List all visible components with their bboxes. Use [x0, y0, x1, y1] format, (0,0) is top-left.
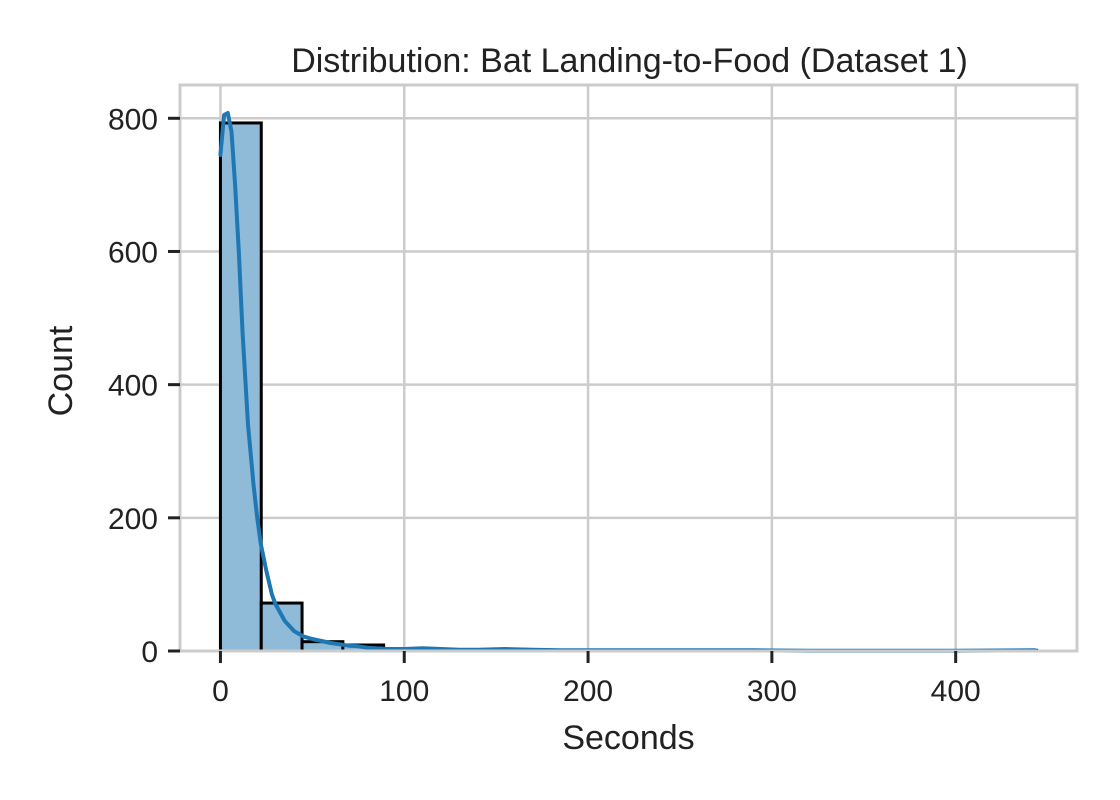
plot-frame	[178, 83, 1079, 653]
x-axis-ticks: 0 100 200 300 400	[212, 651, 981, 708]
y-axis-label: Count	[42, 325, 80, 416]
y-axis-ticks: 0 200 400 600 800	[108, 103, 180, 669]
kde-curve	[218, 111, 1037, 653]
y-tick-label: 800	[108, 103, 158, 136]
histogram-bar	[218, 121, 263, 653]
x-axis-label: Seconds	[562, 719, 694, 757]
chart-title: Distribution: Bat Landing-to-Food (Datas…	[291, 42, 968, 80]
x-tick-label: 400	[931, 675, 981, 708]
kde-line	[218, 111, 1037, 653]
y-tick-label: 0	[141, 636, 158, 669]
x-tick-label: 300	[747, 675, 797, 708]
y-tick-label: 200	[108, 503, 158, 536]
x-tick-label: 100	[379, 675, 429, 708]
grid	[180, 85, 1077, 653]
x-tick-label: 200	[563, 675, 613, 708]
histogram-bar	[259, 601, 304, 653]
bars	[218, 121, 1039, 653]
y-tick-label: 400	[108, 370, 158, 403]
x-tick-label: 0	[212, 675, 229, 708]
y-tick-label: 600	[108, 236, 158, 269]
